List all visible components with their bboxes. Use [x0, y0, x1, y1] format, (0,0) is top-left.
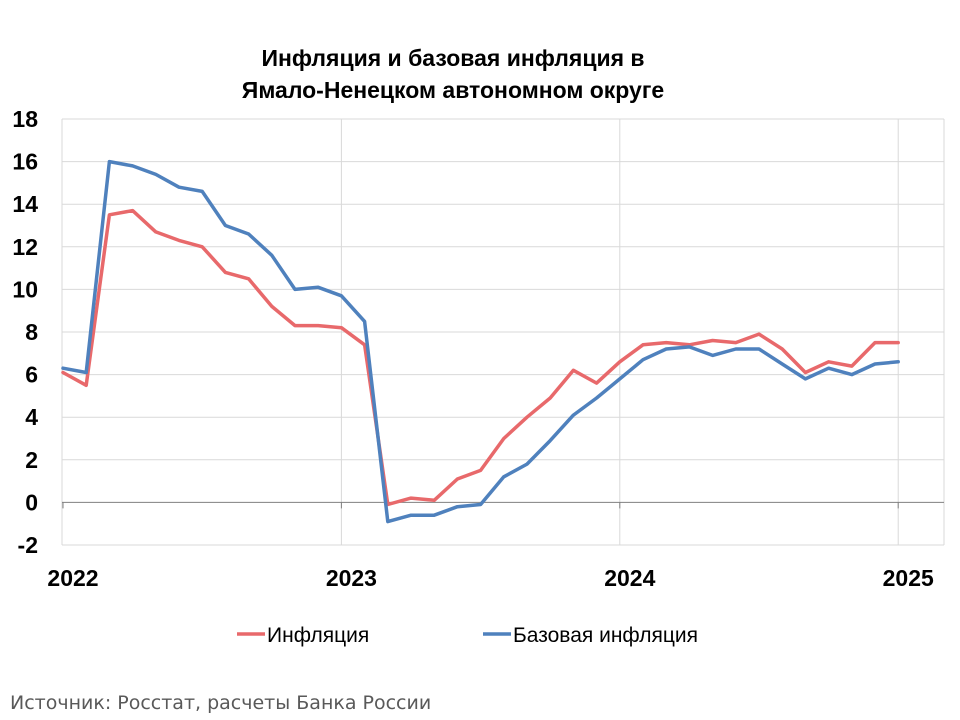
y-tick-label: 18 — [12, 106, 38, 132]
legend-label-2: Базовая инфляция — [513, 624, 698, 647]
y-tick-label: 14 — [12, 191, 38, 217]
y-tick-label: 4 — [25, 404, 38, 430]
series-line-2 — [61, 159, 900, 524]
grid — [62, 118, 945, 546]
legend-label-1: Инфляция — [267, 624, 369, 647]
source-note: Источник: Росстат, расчеты Банка России — [10, 692, 432, 714]
axes: 18 16 14 12 10 8 6 4 2 0 -2 2022 2023 2024 2025 — [12, 106, 944, 591]
x-tick-label: 2022 — [47, 565, 98, 591]
y-tick-label: 12 — [12, 234, 38, 260]
y-tick-label: 2 — [25, 447, 38, 473]
series-lines — [61, 159, 900, 524]
x-tick-label: 2024 — [604, 565, 655, 591]
y-tick-label: 6 — [25, 362, 38, 388]
y-tick-label: 8 — [25, 319, 38, 345]
y-tick-label: -2 — [18, 532, 38, 558]
y-tick-label: 0 — [25, 489, 38, 515]
chart-title-line-2: Ямало-Ненецком автономном округе — [241, 77, 665, 103]
y-tick-label: 16 — [12, 149, 38, 175]
x-tick-label: 2023 — [326, 565, 377, 591]
series-line-1 — [61, 208, 900, 507]
x-tick-label: 2025 — [883, 565, 934, 591]
chart-title: Инфляция и базовая инфляция в Ямало-Нене… — [0, 42, 906, 106]
chart-title-line-1: Инфляция и базовая инфляция в — [261, 45, 645, 71]
y-tick-label: 10 — [12, 276, 38, 302]
legend: Инфляция Базовая инфляция — [237, 624, 698, 647]
